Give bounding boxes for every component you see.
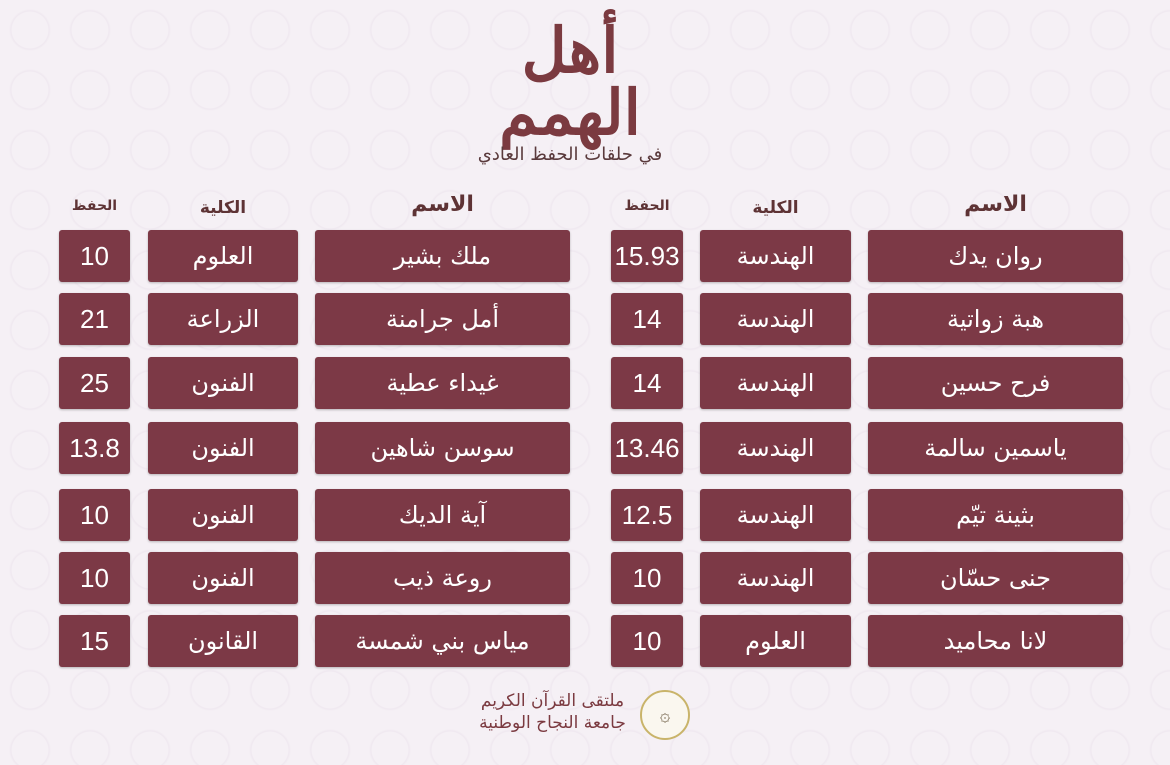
right-table-score-cell: 12.5 xyxy=(611,489,683,541)
right-table-name-cell: فرح حسين xyxy=(868,357,1123,409)
left-table-name-cell: روعة ذيب xyxy=(315,552,570,604)
left-table-score-cell: 10 xyxy=(59,552,130,604)
left-table-header-college: الكلية xyxy=(199,198,247,218)
left-table-name-cell: غيداء عطية xyxy=(315,357,570,409)
left-table-name-cell: سوسن شاهين xyxy=(315,422,570,474)
footer-line-1: ملتقى القرآن الكريم xyxy=(480,691,625,711)
left-table-name-cell: ملك بشير xyxy=(315,230,570,282)
left-table-header-name: الاسم xyxy=(411,192,474,217)
right-table-college-cell: الهندسة xyxy=(700,230,851,282)
left-table-score-cell: 25 xyxy=(59,357,130,409)
left-table-college-cell: الزراعة xyxy=(148,293,298,345)
left-table-name-cell: مياس بني شمسة xyxy=(315,615,570,667)
page-title: أهل الهمم xyxy=(499,14,641,149)
right-table-score-cell: 14 xyxy=(611,293,683,345)
left-table-score-cell: 21 xyxy=(59,293,130,345)
left-table-college-cell: القانون xyxy=(148,615,298,667)
left-table-header-score: الحفظ xyxy=(71,198,118,214)
right-table-name-cell: لانا محاميد xyxy=(868,615,1123,667)
right-table-name-cell: جنى حسّان xyxy=(868,552,1123,604)
university-seal-icon: ۞ xyxy=(640,690,690,740)
left-table-college-cell: الفنون xyxy=(148,489,298,541)
right-table-score-cell: 10 xyxy=(611,615,683,667)
right-table-score-cell: 13.46 xyxy=(611,422,683,474)
left-table-name-cell: آية الديك xyxy=(315,489,570,541)
footer-line-2: جامعة النجاح الوطنية xyxy=(479,713,626,733)
right-table-college-cell: الهندسة xyxy=(700,552,851,604)
right-table-score-cell: 14 xyxy=(611,357,683,409)
right-table-header-score: الحفظ xyxy=(624,198,670,214)
right-table-name-cell: ياسمين سالمة xyxy=(868,422,1123,474)
left-table-college-cell: الفنون xyxy=(148,552,298,604)
left-table-score-cell: 10 xyxy=(59,489,130,541)
left-table-score-cell: 10 xyxy=(59,230,130,282)
right-table-name-cell: هبة زواتية xyxy=(868,293,1123,345)
right-table-college-cell: الهندسة xyxy=(700,293,851,345)
left-table-college-cell: الفنون xyxy=(148,422,298,474)
left-table-college-cell: الفنون xyxy=(148,357,298,409)
right-table-score-cell: 15.93 xyxy=(611,230,683,282)
left-table-name-cell: أمل جرامنة xyxy=(315,293,570,345)
footer: ملتقى القرآن الكريم جامعة النجاح الوطنية xyxy=(470,690,635,734)
left-table-score-cell: 15 xyxy=(59,615,130,667)
right-table-name-cell: روان يدك xyxy=(868,230,1123,282)
right-table-college-cell: الهندسة xyxy=(700,489,851,541)
left-table-score-cell: 13.8 xyxy=(59,422,130,474)
right-table-college-cell: الهندسة xyxy=(700,357,851,409)
page-subtitle: في حلقات الحفظ العادي xyxy=(477,144,663,165)
right-table-college-cell: العلوم xyxy=(700,615,851,667)
right-table-header-name: الاسم xyxy=(964,192,1027,217)
left-table-college-cell: العلوم xyxy=(148,230,298,282)
right-table-score-cell: 10 xyxy=(611,552,683,604)
right-table-name-cell: بثينة تيّم xyxy=(868,489,1123,541)
right-table-college-cell: الهندسة xyxy=(700,422,851,474)
right-table-header-college: الكلية xyxy=(752,198,799,218)
